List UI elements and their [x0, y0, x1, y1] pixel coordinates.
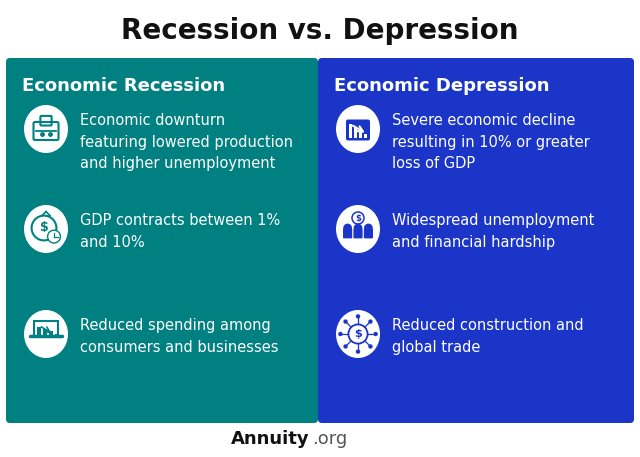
FancyBboxPatch shape	[346, 119, 370, 140]
Circle shape	[373, 332, 378, 336]
Text: $: $	[355, 213, 361, 223]
Text: Reduced construction and
global trade: Reduced construction and global trade	[392, 318, 584, 355]
Circle shape	[343, 344, 348, 349]
Circle shape	[338, 332, 342, 336]
Text: .org: .org	[312, 430, 348, 448]
Ellipse shape	[336, 310, 380, 358]
Text: Reduced spending among
consumers and businesses: Reduced spending among consumers and bus…	[80, 318, 278, 355]
Ellipse shape	[24, 205, 68, 253]
Circle shape	[364, 223, 372, 233]
Circle shape	[343, 223, 352, 233]
Ellipse shape	[24, 105, 68, 153]
FancyBboxPatch shape	[353, 229, 363, 239]
Text: Economic Recession: Economic Recession	[22, 77, 225, 95]
Text: Severe economic decline
resulting in 10% or greater
loss of GDP: Severe economic decline resulting in 10%…	[392, 113, 589, 171]
FancyBboxPatch shape	[343, 229, 352, 239]
Ellipse shape	[336, 105, 380, 153]
FancyBboxPatch shape	[318, 58, 634, 423]
Bar	[349, 124, 352, 138]
Text: Widespread unemployment
and financial hardship: Widespread unemployment and financial ha…	[392, 213, 595, 250]
Ellipse shape	[24, 310, 68, 358]
Circle shape	[368, 344, 372, 349]
Circle shape	[356, 314, 360, 319]
Circle shape	[368, 319, 372, 324]
Text: GDP contracts between 1%
and 10%: GDP contracts between 1% and 10%	[80, 213, 280, 250]
Circle shape	[356, 350, 360, 354]
Text: Economic Depression: Economic Depression	[334, 77, 550, 95]
Text: Economic downturn
featuring lowered production
and higher unemployment: Economic downturn featuring lowered prod…	[80, 113, 293, 171]
Ellipse shape	[336, 205, 380, 253]
Bar	[44, 329, 47, 336]
Bar	[353, 128, 357, 138]
Circle shape	[354, 223, 362, 233]
Text: $: $	[40, 220, 49, 234]
Bar	[37, 326, 41, 336]
Bar	[364, 134, 367, 138]
Text: $: $	[354, 329, 362, 339]
FancyBboxPatch shape	[6, 58, 318, 423]
Circle shape	[47, 230, 60, 243]
Bar	[358, 131, 362, 138]
FancyBboxPatch shape	[364, 229, 373, 239]
Bar	[49, 331, 52, 336]
Circle shape	[343, 319, 348, 324]
Text: Annuity: Annuity	[232, 430, 310, 448]
Text: Recession vs. Depression: Recession vs. Depression	[121, 17, 519, 45]
Bar	[55, 334, 59, 336]
